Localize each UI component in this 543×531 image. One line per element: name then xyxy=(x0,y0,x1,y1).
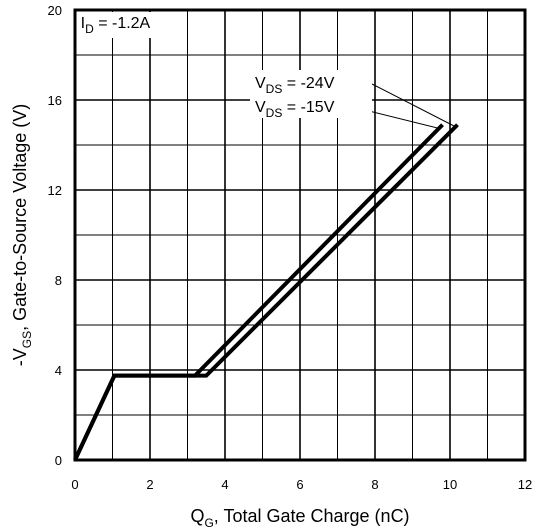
y-tick-label: 8 xyxy=(55,273,62,288)
series-label-box-15v xyxy=(250,94,372,118)
y-tick-label: 20 xyxy=(48,3,62,18)
series-label-15v: VDS = -15V xyxy=(255,99,335,120)
condition-box xyxy=(77,12,175,38)
leader-line-24v xyxy=(371,83,456,128)
x-tick-label: 4 xyxy=(221,477,228,492)
x-tick-label: 12 xyxy=(518,477,532,492)
y-tick-label: 0 xyxy=(55,453,62,468)
series-line-1 xyxy=(73,123,444,461)
condition-label: ID = -1.2A xyxy=(81,15,151,36)
y-axis-label: -VGS, Gate-to-Source Voltage (V) xyxy=(10,104,34,366)
x-tick-label: 6 xyxy=(296,477,303,492)
x-axis-label: QG, Total Gate Charge (nC) xyxy=(190,506,409,530)
y-tick-label: 16 xyxy=(48,93,62,108)
y-tick-labels: 0 4 8 12 16 20 xyxy=(48,3,62,468)
legend-leader-lines xyxy=(364,83,456,130)
x-tick-label: 2 xyxy=(146,477,153,492)
series-label-24v: VDS = -24V xyxy=(255,75,335,96)
x-tick-label: 8 xyxy=(371,477,378,492)
y-tick-label: 4 xyxy=(55,363,62,378)
x-tick-label: 0 xyxy=(71,477,78,492)
x-tick-label: 10 xyxy=(443,477,457,492)
series-label-box-24v xyxy=(250,70,372,94)
series-line-0 xyxy=(73,123,459,461)
x-tick-labels: 0 2 4 6 8 10 12 xyxy=(71,477,532,492)
series-lines xyxy=(73,123,459,461)
leader-line-15v xyxy=(364,109,441,130)
plot-frame xyxy=(73,8,527,462)
y-tick-label: 12 xyxy=(48,183,62,198)
